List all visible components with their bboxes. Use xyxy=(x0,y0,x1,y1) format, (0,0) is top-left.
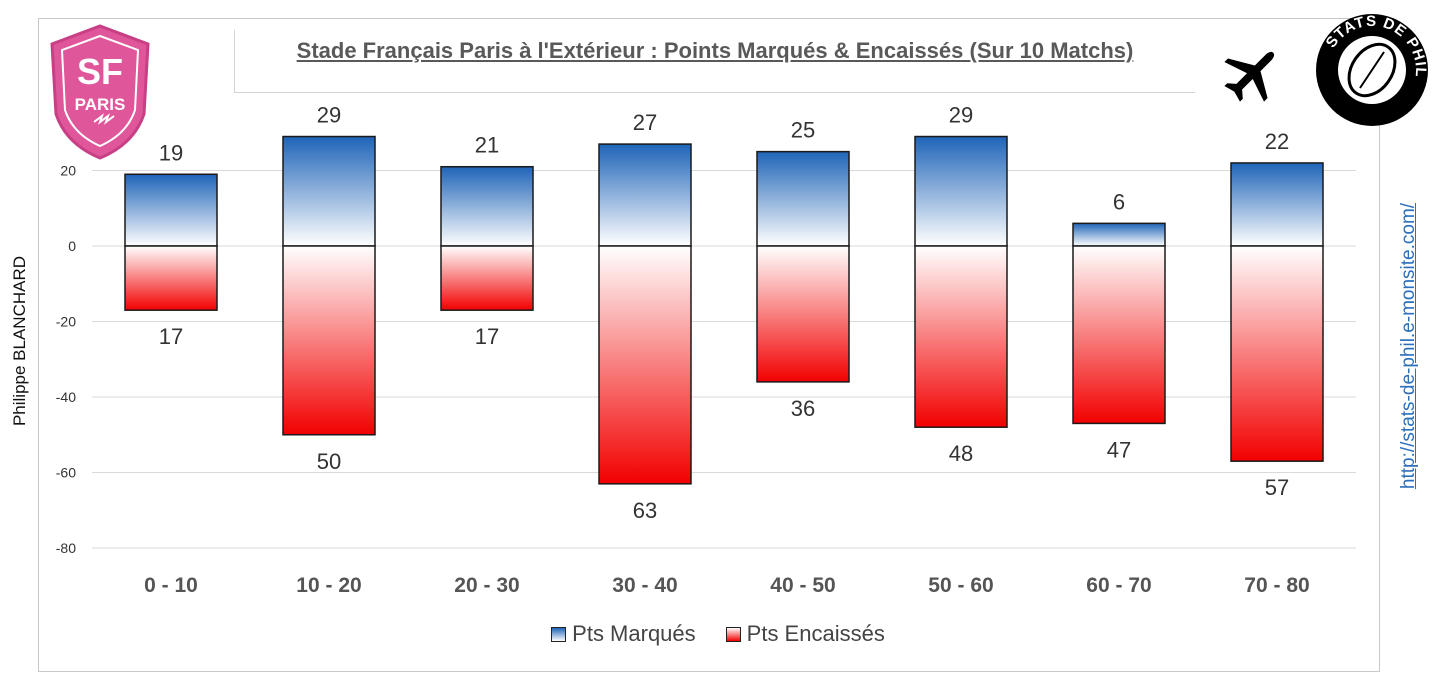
stade-francais-logo: SF PARIS xyxy=(50,24,150,160)
data-label-conceded: 47 xyxy=(1107,437,1131,462)
airplane-icon xyxy=(1224,51,1275,102)
data-label-conceded: 48 xyxy=(949,441,973,466)
club-logo-text-top: SF xyxy=(77,51,123,92)
y-tick-label: 0 xyxy=(68,238,76,254)
legend-label-conceded: Pts Encaissés xyxy=(746,621,885,646)
x-tick-label: 70 - 80 xyxy=(1244,574,1309,597)
bar-scored xyxy=(440,165,534,247)
data-label-scored: 27 xyxy=(633,110,657,135)
data-label-scored: 29 xyxy=(317,103,341,128)
bar-conceded xyxy=(440,245,534,311)
author-credit: Philippe BLANCHARD xyxy=(10,255,29,427)
bar-scored xyxy=(1072,222,1166,247)
bar-conceded xyxy=(124,245,218,311)
data-label-conceded: 36 xyxy=(791,396,815,421)
x-tick-label: 60 - 70 xyxy=(1086,574,1151,597)
bar-scored xyxy=(914,135,1008,247)
data-label-scored: 29 xyxy=(949,103,973,128)
legend-swatch-conceded xyxy=(725,626,741,642)
legend-swatch-scored xyxy=(551,626,567,642)
data-label-scored: 21 xyxy=(475,133,499,158)
chart-legend: Pts Marqués Pts Encaissés xyxy=(0,621,1436,647)
x-tick-label: 20 - 30 xyxy=(454,574,519,597)
bar-conceded xyxy=(1230,245,1324,462)
y-tick-label: 20 xyxy=(60,163,76,179)
y-tick-label: -40 xyxy=(56,389,76,405)
x-tick-label: 0 - 10 xyxy=(144,574,198,597)
bar-scored xyxy=(598,143,692,247)
x-tick-label: 10 - 20 xyxy=(296,574,361,597)
bar-scored xyxy=(282,135,376,247)
data-label-scored: 19 xyxy=(159,140,183,165)
bar-conceded xyxy=(756,245,850,383)
bar-conceded xyxy=(282,245,376,436)
x-tick-label: 40 - 50 xyxy=(770,574,835,597)
title-box: Stade Français Paris à l'Extérieur : Poi… xyxy=(234,30,1195,93)
bar-scored xyxy=(1230,162,1324,247)
website-link[interactable]: http://stats-de-phil.e-monsite.com/ xyxy=(1398,202,1419,490)
legend-item-conceded: Pts Encaissés xyxy=(725,621,885,647)
data-label-conceded: 50 xyxy=(317,449,341,474)
bar-conceded xyxy=(1072,245,1166,425)
data-label-scored: 22 xyxy=(1265,129,1289,154)
data-label-conceded: 17 xyxy=(159,324,183,349)
legend-label-scored: Pts Marqués xyxy=(572,621,696,646)
bar-scored xyxy=(756,150,850,247)
legend-item-scored: Pts Marqués xyxy=(551,621,696,647)
bar-scored xyxy=(124,173,218,247)
data-label-conceded: 17 xyxy=(475,324,499,349)
stats-de-phil-logo: STATS DE PHIL xyxy=(1316,13,1428,126)
y-tick-label: -60 xyxy=(56,465,76,481)
x-tick-label: 30 - 40 xyxy=(612,574,677,597)
y-tick-label: -80 xyxy=(56,540,76,556)
bar-conceded xyxy=(598,245,692,485)
x-tick-label: 50 - 60 xyxy=(928,574,993,597)
data-label-scored: 25 xyxy=(791,118,815,143)
chart-title: Stade Français Paris à l'Extérieur : Poi… xyxy=(296,38,1134,63)
data-label-scored: 6 xyxy=(1113,189,1125,214)
data-label-conceded: 63 xyxy=(633,498,657,523)
data-label-conceded: 57 xyxy=(1265,475,1289,500)
bar-conceded xyxy=(914,245,1008,428)
club-logo-text-bottom: PARIS xyxy=(75,95,126,114)
y-tick-label: -20 xyxy=(56,314,76,330)
